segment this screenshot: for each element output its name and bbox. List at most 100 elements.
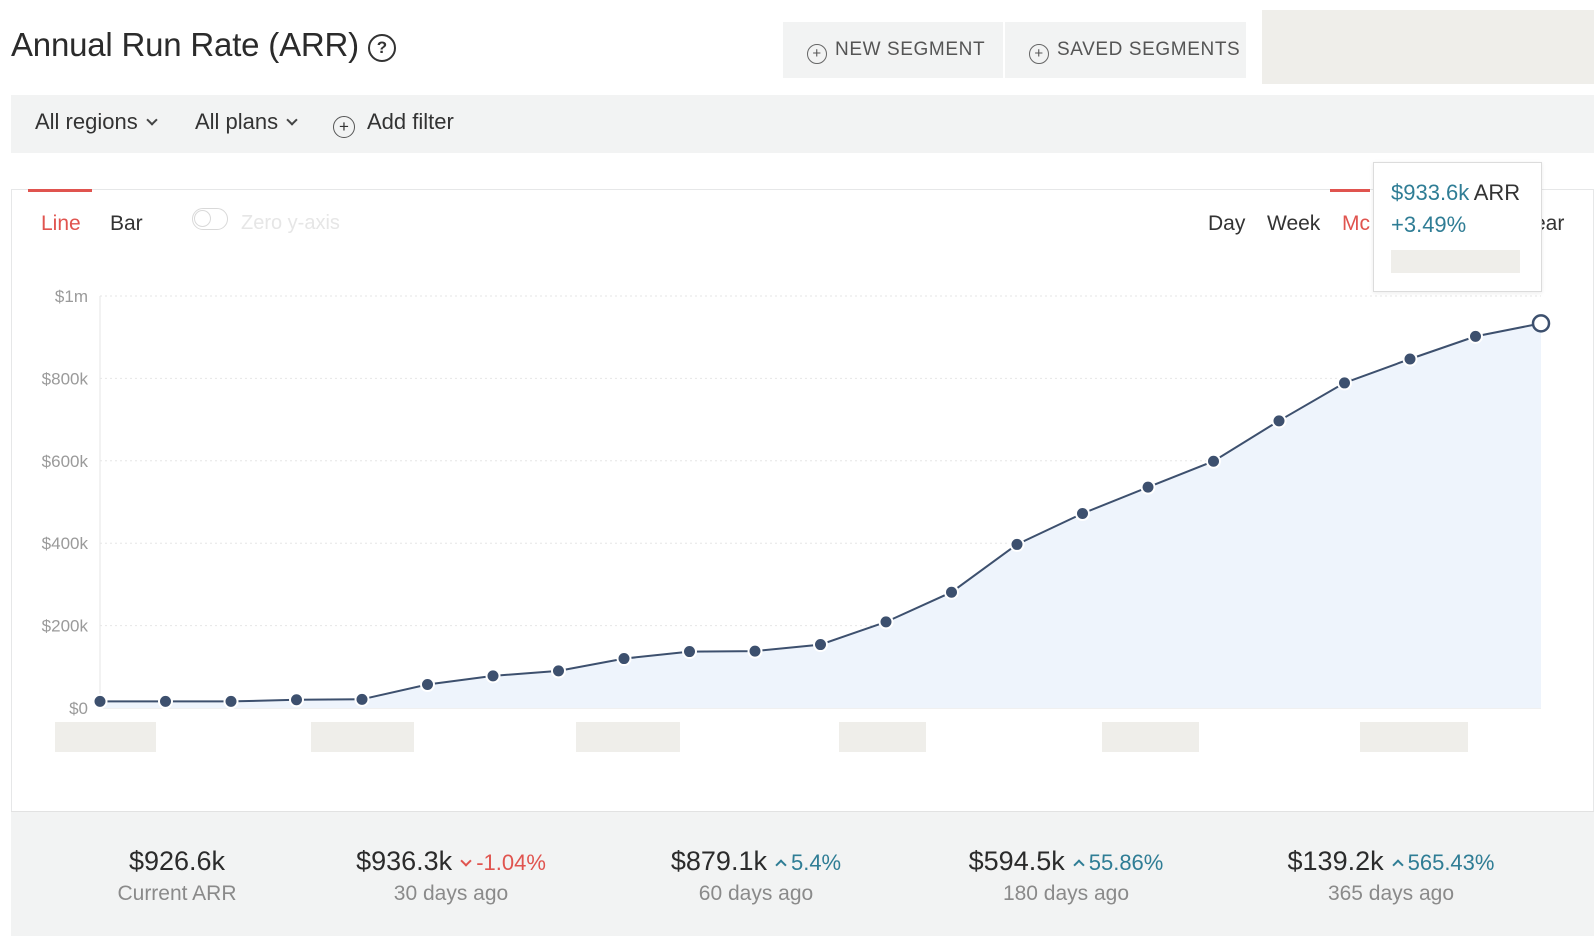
data-point[interactable]: [158, 693, 173, 709]
add-filter-label: Add filter: [367, 109, 454, 134]
saved-segments-label: SAVED SEGMENTS: [1057, 39, 1241, 60]
plus-circle-icon: +: [333, 116, 355, 138]
data-point[interactable]: [878, 614, 894, 630]
redacted-x-label: [1360, 722, 1468, 752]
stat-delta: -1.04%: [460, 850, 546, 875]
redacted-x-label: [576, 722, 680, 752]
redacted-x-label: [55, 722, 156, 752]
y-axis-ticks: $0 $200k $400k $600k $800k $1m: [42, 287, 89, 718]
data-point[interactable]: [1206, 453, 1221, 469]
zero-y-axis-toggle[interactable]: [192, 208, 228, 230]
plus-circle-icon: +: [1029, 44, 1049, 64]
arr-area-fill: [100, 323, 1541, 708]
data-point[interactable]: [289, 692, 304, 708]
data-point[interactable]: [1271, 413, 1287, 429]
line-tab-underline: [28, 189, 92, 192]
plans-label: All plans: [195, 109, 279, 134]
stat-value: $139.2k: [1287, 846, 1384, 876]
tab-month[interactable]: Mc: [1342, 212, 1370, 235]
tooltip-unit: ARR: [1473, 180, 1521, 205]
tab-line[interactable]: Line: [41, 212, 81, 235]
data-point[interactable]: [682, 644, 697, 660]
stat-current: $926.6k Current ARR: [107, 846, 247, 906]
stat-delta: 565.43%: [1391, 850, 1495, 875]
regions-label: All regions: [35, 109, 138, 134]
month-tab-underline: [1330, 189, 1370, 192]
stat-caption: Current ARR: [117, 882, 237, 905]
page-header: Annual Run Rate (ARR) ? + NEW SEGMENT + SA…: [0, 0, 1594, 94]
y-tick-label: $200k: [42, 617, 89, 636]
data-point[interactable]: [551, 663, 566, 679]
data-point[interactable]: [92, 693, 108, 709]
chart-tooltip: $933.6k ARR +3.49%: [1373, 162, 1542, 292]
stat-delta-text: 5.4%: [790, 850, 842, 875]
stat-delta-text: -1.04%: [476, 850, 546, 875]
stat-value: $926.6k: [128, 846, 226, 876]
toggle-knob: [194, 210, 211, 227]
tooltip-redacted-date: [1391, 250, 1520, 273]
new-segment-button[interactable]: + NEW SEGMENT: [783, 22, 1003, 78]
data-point[interactable]: [616, 651, 632, 667]
filter-bar: All regions All plans + Add filter: [11, 95, 1594, 153]
stat-caption: 60 days ago: [698, 882, 814, 905]
y-tick-label: $0: [69, 699, 88, 718]
stat-delta: 5.4%: [775, 850, 842, 875]
stat-value: $879.1k: [670, 846, 767, 876]
stats-bar: $926.6k Current ARR $936.3k -1.04% 30 day…: [11, 811, 1594, 936]
data-point[interactable]: [1337, 375, 1352, 391]
arrow-up-icon: [775, 859, 787, 871]
regions-dropdown[interactable]: All regions: [35, 109, 158, 135]
y-tick-label: $400k: [42, 534, 89, 553]
stat-value: $594.5k: [968, 846, 1065, 876]
tab-week[interactable]: Week: [1267, 212, 1321, 235]
arrow-up-icon: [1391, 859, 1404, 871]
data-point[interactable]: [1075, 506, 1090, 522]
data-point[interactable]: [485, 668, 501, 684]
data-point[interactable]: [813, 637, 828, 653]
arr-data-points: [92, 314, 1551, 709]
page-title: Annual Run Rate (ARR): [11, 26, 359, 63]
zero-y-axis-label: Zero y-axis: [241, 212, 340, 234]
saved-segments-button[interactable]: + SAVED SEGMENTS: [1005, 22, 1246, 78]
data-point[interactable]: [1402, 351, 1418, 367]
tab-bar[interactable]: Bar: [110, 212, 143, 235]
plus-circle-icon: +: [807, 44, 827, 64]
arrow-down-icon: [460, 855, 472, 867]
tooltip-change: +3.49%: [1391, 212, 1467, 237]
data-point[interactable]: [354, 691, 370, 707]
y-tick-label: $800k: [42, 369, 89, 388]
stat-caption: 365 days ago: [1327, 882, 1455, 905]
data-point[interactable]: [223, 693, 239, 709]
data-point[interactable]: [1468, 328, 1483, 344]
data-point[interactable]: [944, 584, 959, 600]
data-point[interactable]: [420, 677, 435, 693]
stat-value: $936.3k: [356, 846, 453, 876]
y-tick-label: $1m: [55, 287, 88, 306]
stat-caption: 30 days ago: [393, 882, 509, 905]
arrow-up-icon: [1073, 859, 1085, 871]
stat-180-days: $594.5k 55.86% 180 days ago: [956, 846, 1176, 906]
redacted-area: [1262, 10, 1594, 84]
data-point[interactable]: [1009, 536, 1025, 552]
arr-line-chart: $0 $200k $400k $600k $800k $1m: [42, 287, 1551, 718]
stat-365-days: $139.2k 565.43% 365 days ago: [1276, 846, 1506, 906]
stat-delta-text: 55.86%: [1088, 850, 1164, 875]
stat-delta: 55.86%: [1073, 850, 1164, 875]
stat-30-days: $936.3k -1.04% 30 days ago: [341, 846, 561, 906]
tab-day[interactable]: Day: [1208, 212, 1246, 235]
tooltip-value: $933.6k: [1391, 180, 1470, 205]
data-point[interactable]: [1140, 479, 1156, 495]
stat-delta-text: 565.43%: [1407, 850, 1495, 875]
y-tick-label: $600k: [42, 452, 89, 471]
help-icon[interactable]: ?: [368, 34, 396, 62]
add-filter-button[interactable]: + Add filter: [333, 109, 454, 138]
stat-caption: 180 days ago: [1002, 882, 1130, 905]
new-segment-label: NEW SEGMENT: [835, 39, 986, 60]
redacted-x-label: [839, 722, 926, 752]
highlighted-data-point[interactable]: [1531, 314, 1551, 333]
data-point[interactable]: [747, 643, 763, 659]
redacted-x-label: [1102, 722, 1199, 752]
redacted-x-label: [311, 722, 414, 752]
plans-dropdown[interactable]: All plans: [195, 109, 298, 135]
stat-60-days: $879.1k 5.4% 60 days ago: [661, 846, 851, 906]
